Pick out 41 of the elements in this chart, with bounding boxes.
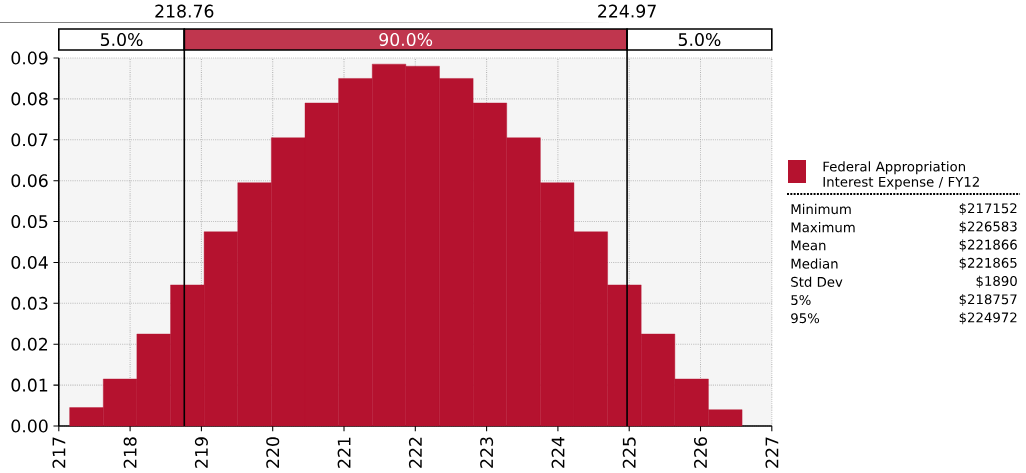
text: 5.0%	[678, 32, 721, 47]
text: $221866	[959, 239, 1017, 252]
x-tick-label: 221	[337, 437, 351, 468]
y-tick-label: 0.02	[11, 337, 48, 351]
ref-line-label: 218.76	[155, 4, 214, 18]
ref-line-label: 224.97	[598, 4, 656, 18]
x-tick-label: 225	[622, 437, 636, 468]
text: 90.0%	[379, 32, 433, 47]
x-tick-label: 227	[765, 437, 779, 468]
text: $221865	[959, 257, 1017, 270]
text: Minimum	[791, 203, 851, 215]
x-tick-label: 222	[408, 437, 422, 468]
text: $1890	[976, 275, 1017, 288]
x-tick-label: 217	[52, 437, 66, 468]
y-tick-label: 0.07	[11, 133, 48, 147]
text: Median	[791, 258, 838, 269]
text: $218757	[959, 293, 1017, 307]
text: 5%	[791, 294, 811, 306]
y-tick-label: 0.00	[11, 419, 48, 433]
text: 95%	[791, 313, 820, 324]
y-tick-label: 0.05	[11, 215, 48, 229]
y-tick-label: 0.09	[11, 51, 48, 65]
x-tick-label: 220	[266, 437, 280, 468]
x-tick-label: 226	[693, 437, 708, 468]
y-tick-label: 0.04	[11, 255, 48, 269]
y-tick-label: 0.06	[11, 174, 48, 188]
text: Mean	[791, 240, 826, 251]
x-tick-label: 219	[194, 437, 208, 468]
x-tick-label: 224	[551, 437, 565, 468]
y-tick-label: 0.01	[11, 378, 48, 392]
text: $217152	[959, 202, 1017, 216]
y-tick-label: 0.08	[11, 92, 48, 106]
y-tick-label: 0.03	[11, 296, 48, 310]
text: $226583	[959, 221, 1017, 234]
text: $224972	[959, 312, 1017, 325]
x-tick-label: 218	[123, 437, 137, 468]
text: Std Dev	[791, 276, 843, 287]
text: 5.0%	[100, 32, 143, 47]
text: Maximum	[791, 222, 855, 233]
x-tick-label: 223	[480, 437, 494, 468]
legend-label: Federal Appropriation Interest Expense / FY12	[823, 161, 979, 190]
